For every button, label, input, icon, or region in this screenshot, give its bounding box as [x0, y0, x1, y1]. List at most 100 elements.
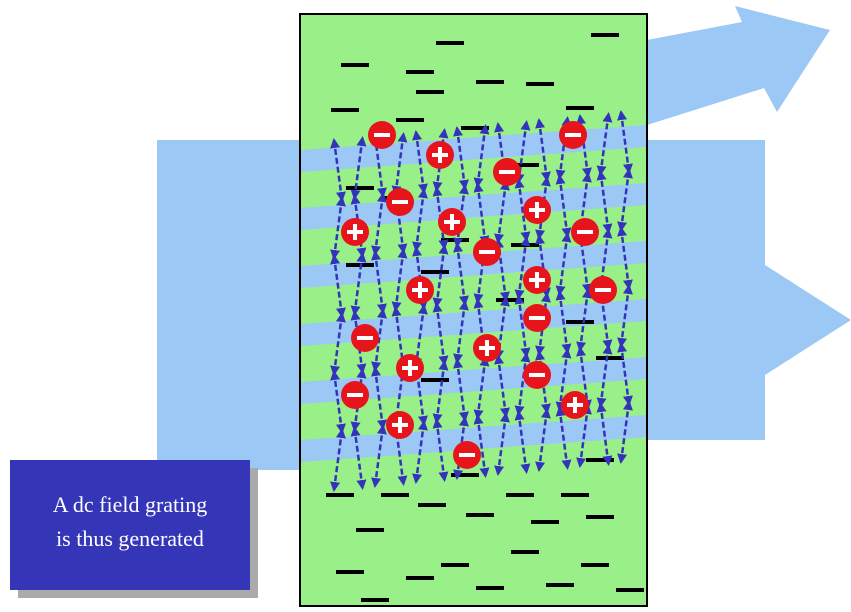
charge-dash — [466, 513, 494, 517]
charge-dash — [561, 493, 589, 497]
field-arrow — [371, 192, 387, 256]
field-arrow — [514, 178, 531, 242]
charge-dash — [416, 90, 444, 94]
charge-dash — [436, 41, 464, 45]
field-arrow — [473, 182, 490, 246]
charge-dash — [396, 118, 424, 122]
field-arrow — [330, 254, 346, 318]
field-arrow — [617, 168, 633, 232]
field-arrow — [576, 404, 592, 468]
charge-dash — [526, 82, 554, 86]
upper-output-arrow — [647, 6, 830, 125]
charge-dash — [511, 550, 539, 554]
charge-dash — [421, 378, 449, 382]
charge-dash — [326, 493, 354, 497]
field-arrow — [453, 126, 469, 190]
field-arrow — [453, 300, 469, 364]
charge-dash — [591, 33, 619, 37]
charge-dash — [566, 106, 594, 110]
field-arrow — [596, 112, 613, 176]
field-arrow — [617, 226, 633, 290]
field-arrow — [555, 232, 572, 296]
field-arrow — [617, 342, 633, 406]
charge-dash — [531, 520, 559, 524]
field-arrow — [514, 352, 531, 416]
field-arrow — [576, 288, 592, 352]
field-arrow — [494, 412, 510, 476]
charge-dash — [441, 563, 469, 567]
field-arrow — [535, 408, 551, 472]
field-arrow — [350, 426, 367, 490]
caption-box — [10, 460, 250, 590]
field-arrow — [494, 180, 510, 244]
field-arrow — [330, 428, 346, 492]
field-arrow — [432, 244, 449, 308]
field-arrow — [617, 110, 633, 174]
field-arrow — [473, 356, 490, 420]
charge-dash — [331, 108, 359, 112]
charge-dash — [476, 586, 504, 590]
field-arrow — [494, 354, 510, 418]
field-arrow — [371, 424, 387, 488]
field-arrow — [412, 188, 428, 252]
charge-dash — [421, 270, 449, 274]
field-arrow — [330, 196, 346, 260]
grating-layer — [301, 33, 646, 602]
charge-dash — [616, 588, 644, 592]
field-arrow — [473, 124, 490, 188]
charge-dash — [441, 238, 469, 242]
charge-dash — [406, 70, 434, 74]
caption-line: A dc field grating — [53, 492, 208, 517]
field-arrow — [555, 290, 572, 354]
field-arrow — [412, 130, 428, 194]
charge-dash — [336, 570, 364, 574]
field-arrow — [514, 294, 531, 358]
charge-dash — [596, 356, 624, 360]
charge-dash — [346, 186, 374, 190]
charge-dash — [506, 493, 534, 497]
field-arrow — [371, 250, 387, 314]
charge-dash — [361, 598, 389, 602]
charge-dash — [418, 503, 446, 507]
field-arrow — [432, 302, 449, 366]
field-arrow — [535, 118, 551, 182]
field-arrow — [514, 410, 531, 474]
field-arrow — [412, 304, 428, 368]
charge-dash — [496, 298, 524, 302]
field-arrow — [596, 170, 613, 234]
caption-line: is thus generated — [56, 526, 204, 551]
incoming-beam — [157, 140, 300, 470]
charge-dash — [581, 563, 609, 567]
field-arrow — [330, 370, 346, 434]
charge-dash — [406, 576, 434, 580]
field-arrow — [432, 360, 449, 424]
field-arrow — [514, 236, 531, 300]
field-arrow — [617, 284, 633, 348]
field-arrow — [555, 174, 572, 238]
charge-dash — [586, 515, 614, 519]
field-arrow — [391, 248, 408, 312]
field-arrow — [617, 400, 633, 464]
field-arrow — [473, 414, 490, 478]
field-arrow — [330, 138, 346, 202]
charge-dash — [586, 458, 614, 462]
field-arrow — [432, 418, 449, 482]
field-arrow — [555, 348, 572, 412]
lower-output-arrow — [647, 140, 851, 440]
charge-dash — [451, 473, 479, 477]
field-arrow — [453, 242, 469, 306]
field-arrow — [391, 132, 408, 196]
field-arrow — [412, 420, 428, 484]
field-arrow — [350, 252, 367, 316]
charge-dash — [566, 320, 594, 324]
field-arrow — [371, 308, 387, 372]
field-arrow — [555, 406, 572, 470]
field-arrow — [453, 358, 469, 422]
charge-dash — [381, 493, 409, 497]
charge-dash — [356, 528, 384, 532]
charge-dash — [341, 63, 369, 67]
field-arrow — [596, 402, 613, 466]
field-arrow — [596, 344, 613, 408]
